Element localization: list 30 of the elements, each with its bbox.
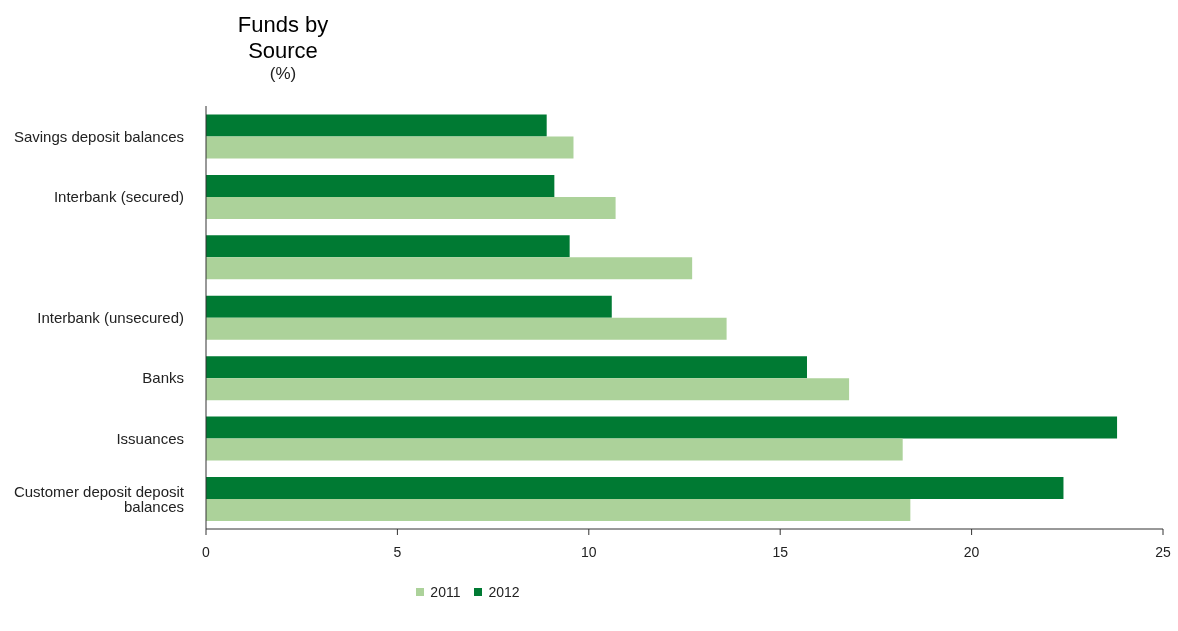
legend-label: 2012 [487, 584, 520, 600]
legend-label: 2011 [429, 584, 461, 600]
bar [206, 317, 727, 340]
bar [206, 196, 616, 219]
y-tick-label: Issuances [116, 429, 184, 447]
chart-title: Funds by Source [236, 12, 330, 64]
y-tick-label: Savings deposit balances [13, 127, 184, 145]
bar [206, 378, 850, 401]
bar [206, 477, 1064, 500]
x-tick-label: 25 [1155, 543, 1171, 560]
y-tick-label: Interbank (unsecured) [37, 308, 184, 326]
x-tick-label: 10 [581, 543, 597, 560]
x-tick-label: 15 [772, 543, 789, 560]
bar [206, 438, 903, 461]
y-tick-label: Interbank (secured) [53, 187, 184, 205]
bar [206, 257, 693, 280]
y-tick-label: Customer deposit deposit balances [13, 482, 185, 515]
x-tick-label: 0 [202, 543, 211, 560]
bar [206, 114, 547, 137]
chart-subtitle: (%) [268, 64, 298, 84]
bar [206, 136, 574, 159]
bar [206, 416, 1118, 439]
x-tick-label: 5 [393, 543, 402, 560]
x-tick-label: 20 [963, 543, 980, 560]
bar [206, 295, 612, 318]
bar [206, 499, 911, 522]
bar [206, 356, 807, 379]
y-tick-label: Banks [142, 369, 184, 387]
bar [206, 235, 570, 258]
bar [206, 174, 555, 197]
